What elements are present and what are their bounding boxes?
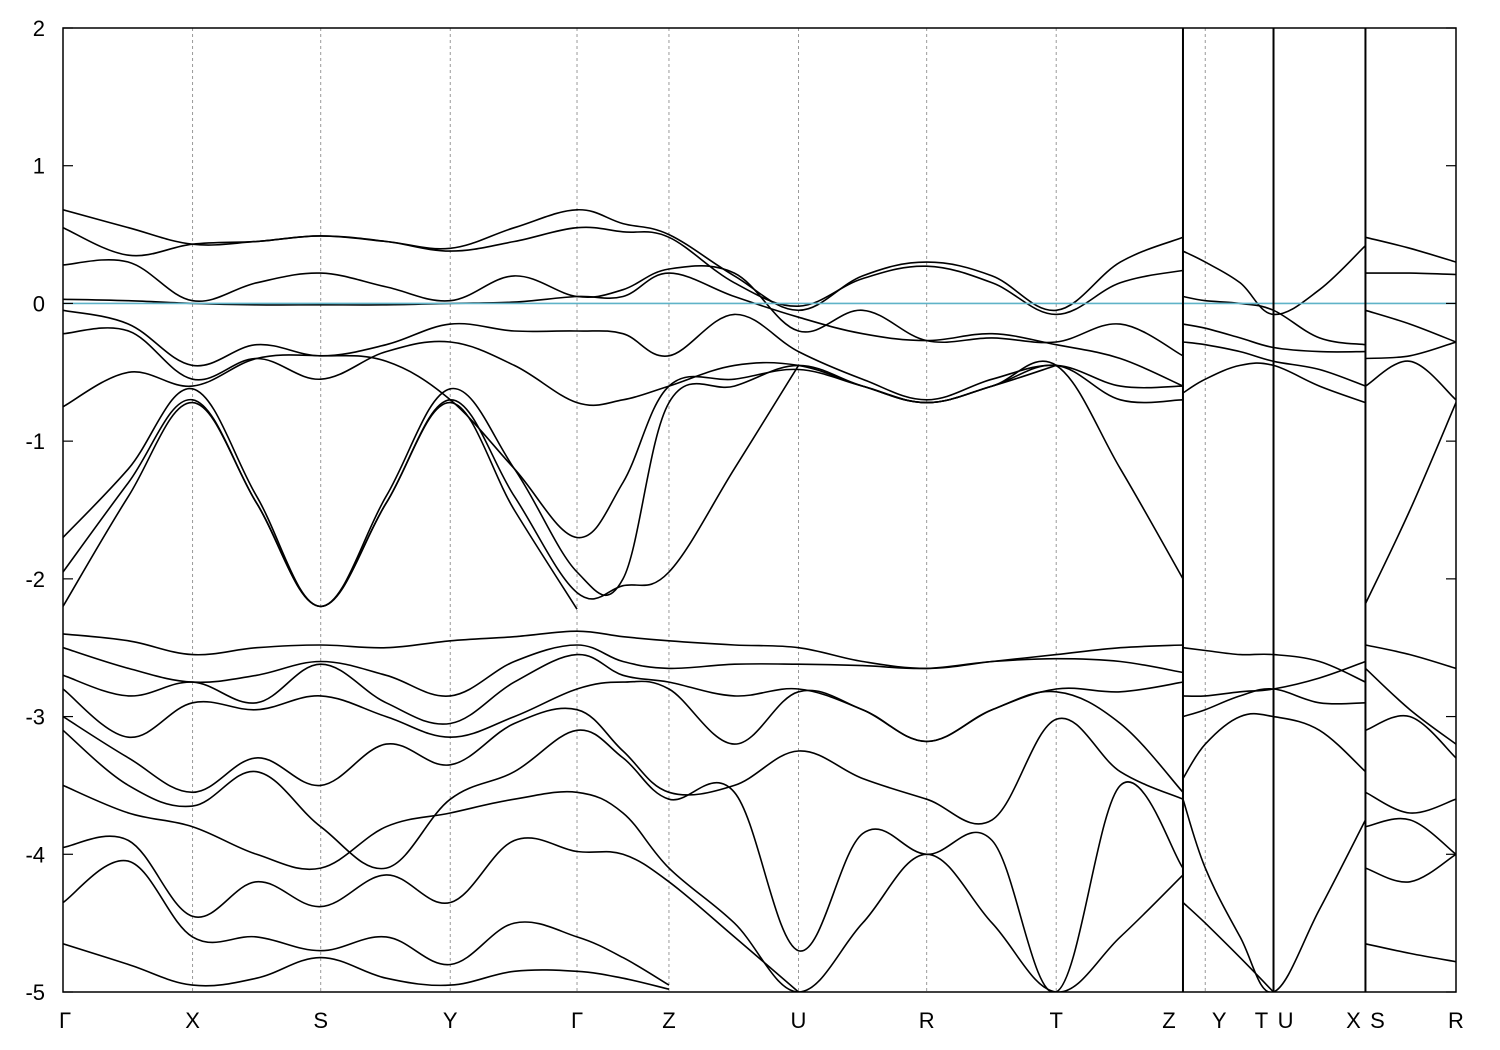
plot-frame bbox=[62, 27, 1457, 993]
band-line-11 bbox=[63, 644, 1184, 697]
y-tick-label: 2 bbox=[33, 16, 45, 41]
kpoint-label-14: S bbox=[1370, 1008, 1385, 1033]
band-line-29 bbox=[1182, 798, 1367, 992]
band-line-42 bbox=[1365, 853, 1456, 883]
band-line-7 bbox=[63, 364, 1057, 608]
band-line-27 bbox=[1182, 688, 1366, 718]
y-tick-label: -3 bbox=[25, 705, 45, 730]
band-line-8 bbox=[63, 364, 800, 608]
y-tick-label: -4 bbox=[25, 842, 45, 867]
kpoint-label-4: Γ bbox=[571, 1008, 583, 1033]
kpoint-label-11: T bbox=[1255, 1008, 1268, 1033]
band-line-43 bbox=[1365, 943, 1456, 963]
band-line-22 bbox=[1182, 323, 1366, 353]
band-line-2 bbox=[63, 259, 1184, 357]
band-line-18 bbox=[63, 859, 670, 986]
band-line-38 bbox=[1364, 667, 1456, 745]
kpoint-label-7: R bbox=[919, 1008, 935, 1033]
kpoint-label-6: U bbox=[791, 1008, 807, 1033]
band-line-40 bbox=[1365, 791, 1456, 814]
band-line-16 bbox=[63, 784, 1184, 992]
kpoint-label-13: X bbox=[1346, 1008, 1361, 1033]
band-line-36 bbox=[1364, 402, 1456, 604]
y-tick-label: 1 bbox=[33, 154, 45, 179]
kpoint-label-8: T bbox=[1049, 1008, 1062, 1033]
band-line-41 bbox=[1365, 817, 1456, 855]
band-line-30 bbox=[1182, 901, 1275, 992]
kpoint-label-10: Y bbox=[1212, 1008, 1227, 1033]
y-tick-label: -5 bbox=[25, 980, 45, 1005]
band-line-20 bbox=[1182, 245, 1367, 316]
kpoint-label-2: S bbox=[313, 1008, 328, 1033]
band-line-23 bbox=[1182, 341, 1366, 387]
kpoint-label-12: U bbox=[1278, 1008, 1294, 1033]
path-break-lines bbox=[1181, 28, 1367, 992]
band-line-17 bbox=[63, 835, 800, 992]
band-line-1 bbox=[63, 226, 1184, 316]
y-tick-label: -1 bbox=[25, 429, 45, 454]
band-line-32 bbox=[1365, 272, 1456, 276]
kpoint-label-9: Z bbox=[1162, 1008, 1175, 1033]
band-line-15 bbox=[63, 729, 1184, 992]
band-line-28 bbox=[1182, 712, 1367, 779]
band-line-9 bbox=[63, 401, 578, 610]
y-tick-label: -2 bbox=[25, 567, 45, 592]
band-line-10 bbox=[63, 630, 1184, 670]
band-line-14 bbox=[63, 707, 1184, 825]
y-tick-label: 0 bbox=[33, 291, 45, 316]
band-line-37 bbox=[1365, 644, 1456, 670]
band-line-6 bbox=[63, 354, 1184, 580]
band-line-3 bbox=[63, 272, 1184, 387]
band-line-4 bbox=[63, 309, 1184, 401]
band-lines bbox=[63, 208, 1456, 992]
band-line-25 bbox=[1182, 646, 1366, 683]
band-line-33 bbox=[1365, 309, 1456, 343]
band-line-39 bbox=[1365, 714, 1456, 759]
band-line-21 bbox=[1182, 295, 1366, 346]
kpoint-label-3: Y bbox=[443, 1008, 458, 1033]
kpoint-label-1: X bbox=[185, 1008, 200, 1033]
kpoint-gridlines bbox=[192, 28, 1206, 992]
band-line-13 bbox=[63, 680, 1184, 793]
band-line-12 bbox=[63, 653, 1184, 743]
band-line-31 bbox=[1365, 236, 1456, 263]
kpoint-label-5: Z bbox=[662, 1008, 675, 1033]
band-line-19 bbox=[63, 943, 670, 990]
band-line-24 bbox=[1182, 362, 1366, 404]
kpoint-label-15: R bbox=[1448, 1008, 1464, 1033]
kpoint-label-0: Γ bbox=[59, 1008, 71, 1033]
band-line-35 bbox=[1365, 360, 1456, 401]
band-line-34 bbox=[1365, 341, 1456, 360]
y-axis-ticks: 2 1 0 -1 -2 -3 -4 -5 bbox=[25, 16, 1456, 1005]
